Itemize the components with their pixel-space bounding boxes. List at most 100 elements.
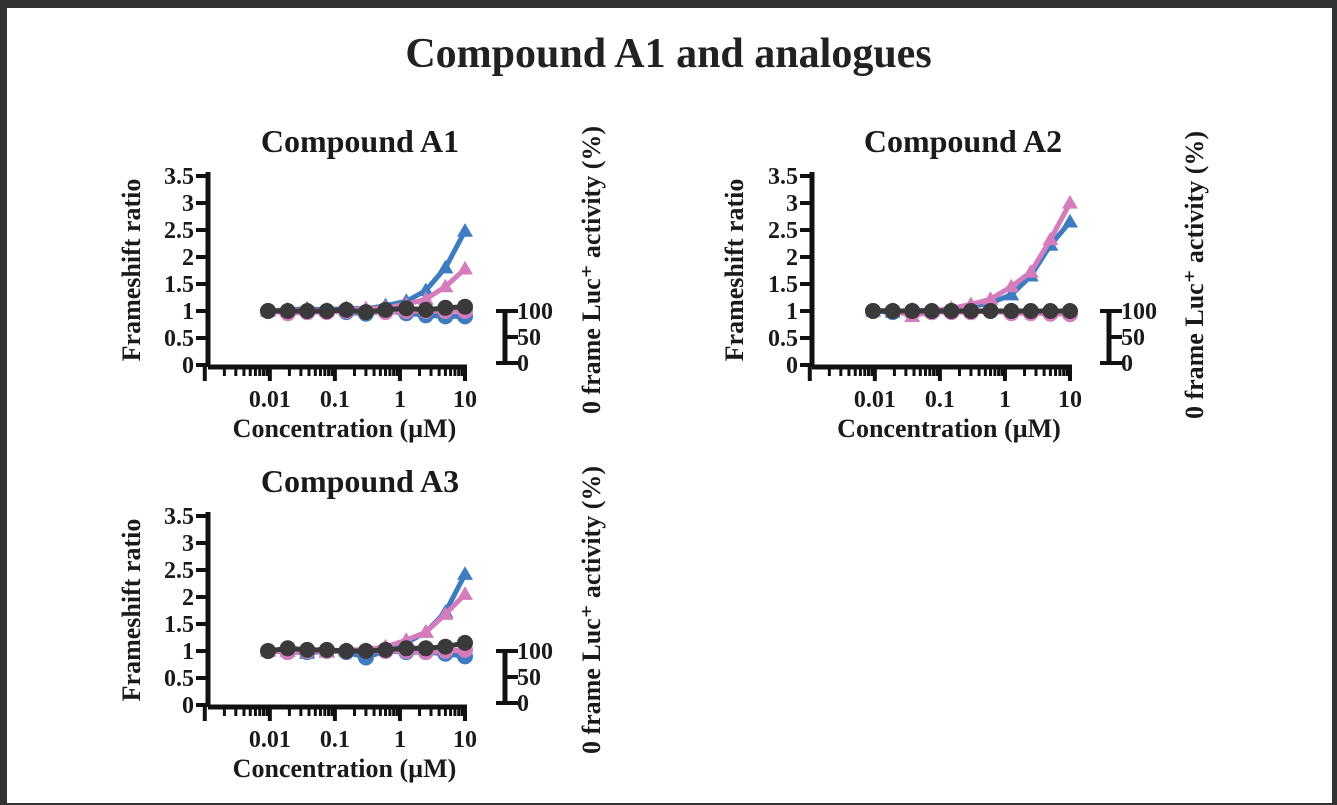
data-point-circle <box>299 641 316 658</box>
data-point-circle <box>943 303 960 319</box>
data-point-triangle <box>417 282 434 297</box>
data-point-circle <box>279 303 296 319</box>
data-point-circle <box>1003 303 1020 319</box>
y-tick-label: 1 <box>786 299 798 325</box>
data-point-circle <box>357 304 374 321</box>
y2-axis-label: 0 frame Luc⁺ activity (%) <box>577 466 606 754</box>
x-tick-label: 1 <box>394 387 406 413</box>
y2-tick-label: 0 <box>517 691 529 717</box>
data-point-circle <box>279 640 296 657</box>
data-point-circle <box>437 638 454 655</box>
y2-tick-label: 0 <box>517 351 529 377</box>
y2-tick-label: 100 <box>1121 299 1157 325</box>
panel-title: Compound A1 <box>261 123 459 159</box>
y2-tick-label: 50 <box>1121 325 1145 351</box>
figure-title: Compound A1 and analogues <box>405 31 932 77</box>
data-point-triangle <box>1042 231 1059 246</box>
x-tick-label: 0.1 <box>320 387 350 413</box>
data-point-triangle <box>982 291 999 305</box>
y-axis-label: Frameshift ratio <box>117 179 146 362</box>
series-line-1 <box>268 573 468 656</box>
data-point-triangle <box>1003 286 1020 301</box>
y-tick-label: 0 <box>182 693 194 719</box>
data-point-triangle <box>417 291 434 305</box>
data-point-circle <box>1022 303 1039 319</box>
y2-tick-label: 50 <box>517 665 541 691</box>
data-point-circle <box>260 303 276 319</box>
data-point-triangle <box>457 586 473 600</box>
y-tick-label: 2.5 <box>164 218 194 244</box>
data-point-circle <box>417 301 434 318</box>
data-point-triangle <box>437 606 454 620</box>
data-point-circle <box>338 643 355 659</box>
y-tick-label: 3 <box>182 531 194 557</box>
data-point-circle <box>398 300 415 317</box>
y2-tick-label: 100 <box>517 299 553 325</box>
y-tick-label: 1 <box>182 639 194 665</box>
x-tick-label: 10 <box>1058 387 1082 413</box>
y-tick-label: 3 <box>182 191 194 217</box>
y2-axis-label: 0 frame Luc⁺ activity (%) <box>577 126 606 414</box>
data-point-circle <box>457 634 473 651</box>
x-tick-label: 10 <box>453 387 477 413</box>
y-tick-label: 0.5 <box>164 666 194 692</box>
y2-tick-label: 0 <box>1121 351 1133 377</box>
y-axis-label: Frameshift ratio <box>720 179 749 362</box>
x-tick-label: 0.1 <box>925 387 955 413</box>
data-point-circle <box>338 301 355 318</box>
series-line-1 <box>267 229 468 314</box>
y-tick-label: 3.5 <box>164 504 194 530</box>
y-tick-label: 0 <box>182 353 194 379</box>
y2-tick-label: 50 <box>517 325 541 351</box>
panel-title: Compound A3 <box>261 463 459 499</box>
data-point-triangle <box>1062 213 1078 228</box>
data-point-circle <box>417 640 434 657</box>
data-point-circle <box>318 303 335 319</box>
y-tick-label: 1 <box>182 299 194 325</box>
data-point-triangle <box>437 259 454 274</box>
data-point-triangle <box>457 223 473 237</box>
data-point-circle <box>904 303 921 319</box>
data-point-circle <box>982 303 999 319</box>
data-point-circle <box>884 303 901 319</box>
y-tick-label: 2 <box>786 245 798 271</box>
data-point-triangle <box>1062 195 1078 209</box>
data-point-circle <box>1062 303 1078 319</box>
data-point-circle <box>377 301 394 318</box>
y-axis-label: Frameshift ratio <box>117 519 146 702</box>
data-point-triangle <box>1022 264 1039 278</box>
data-point-circle <box>398 640 415 657</box>
data-point-circle <box>437 299 454 316</box>
x-tick-label: 10 <box>453 727 477 753</box>
y-tick-label: 2.5 <box>768 218 798 244</box>
data-point-circle <box>962 303 979 319</box>
data-point-circle <box>377 641 394 658</box>
y-tick-label: 3.5 <box>768 164 798 190</box>
y2-tick-label: 100 <box>517 639 553 665</box>
data-point-triangle <box>457 260 473 275</box>
y-tick-label: 1.5 <box>164 612 194 638</box>
y-tick-label: 0.5 <box>164 326 194 352</box>
x-axis-label: Concentration (µM) <box>837 414 1061 443</box>
y-tick-label: 2.5 <box>164 558 194 584</box>
data-point-circle <box>865 303 881 319</box>
y-tick-label: 0.5 <box>768 326 798 352</box>
x-axis-label: Concentration (µM) <box>233 414 457 443</box>
data-point-circle <box>923 303 940 319</box>
data-point-circle <box>1042 303 1059 319</box>
data-point-circle <box>357 643 374 659</box>
data-point-triangle <box>1003 278 1020 293</box>
data-point-triangle <box>457 566 473 580</box>
data-point-circle <box>457 298 473 315</box>
y-tick-label: 0 <box>786 353 798 379</box>
y-tick-label: 3 <box>786 191 798 217</box>
data-point-circle <box>260 643 276 659</box>
x-tick-label: 1 <box>394 727 406 753</box>
x-tick-label: 1 <box>999 387 1011 413</box>
y-tick-label: 1.5 <box>164 272 194 298</box>
x-axis-label: Concentration (µM) <box>233 754 457 783</box>
